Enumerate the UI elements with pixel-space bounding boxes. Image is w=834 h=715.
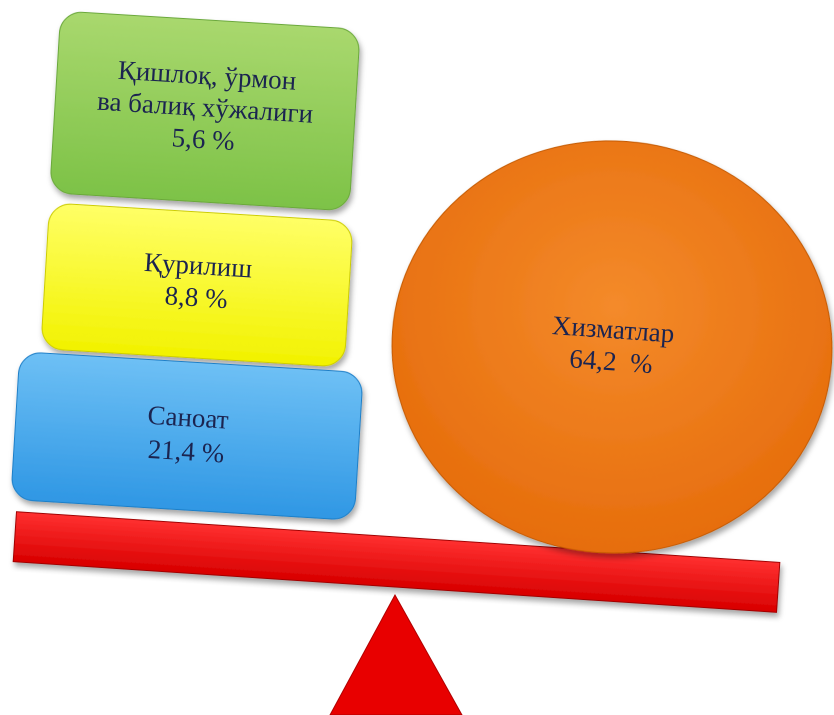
orange-circle: Хизматлар 64,2 %: [391, 140, 833, 554]
fulcrum: [329, 593, 463, 715]
block-shape: [41, 203, 353, 367]
circle-shape: [391, 140, 833, 554]
block-value: 5,6 %: [171, 122, 236, 156]
blue-block: Саноат 21,4 %: [11, 352, 363, 520]
circle-value: 64,2 %: [568, 343, 653, 379]
block-value: 21,4 %: [147, 434, 225, 469]
yellow-block: Қурилиш 8,8 %: [41, 203, 353, 367]
block-shape: [11, 352, 363, 520]
block-label: Қурилиш: [143, 247, 253, 284]
block-value: 8,8 %: [164, 280, 229, 314]
green-block: Қишлоқ, ўрмон ва балиқ хўжалиги 5,6 %: [50, 11, 360, 211]
block-label: Саноат: [147, 400, 230, 435]
beam: [12, 511, 781, 613]
block-shape: [50, 11, 360, 211]
